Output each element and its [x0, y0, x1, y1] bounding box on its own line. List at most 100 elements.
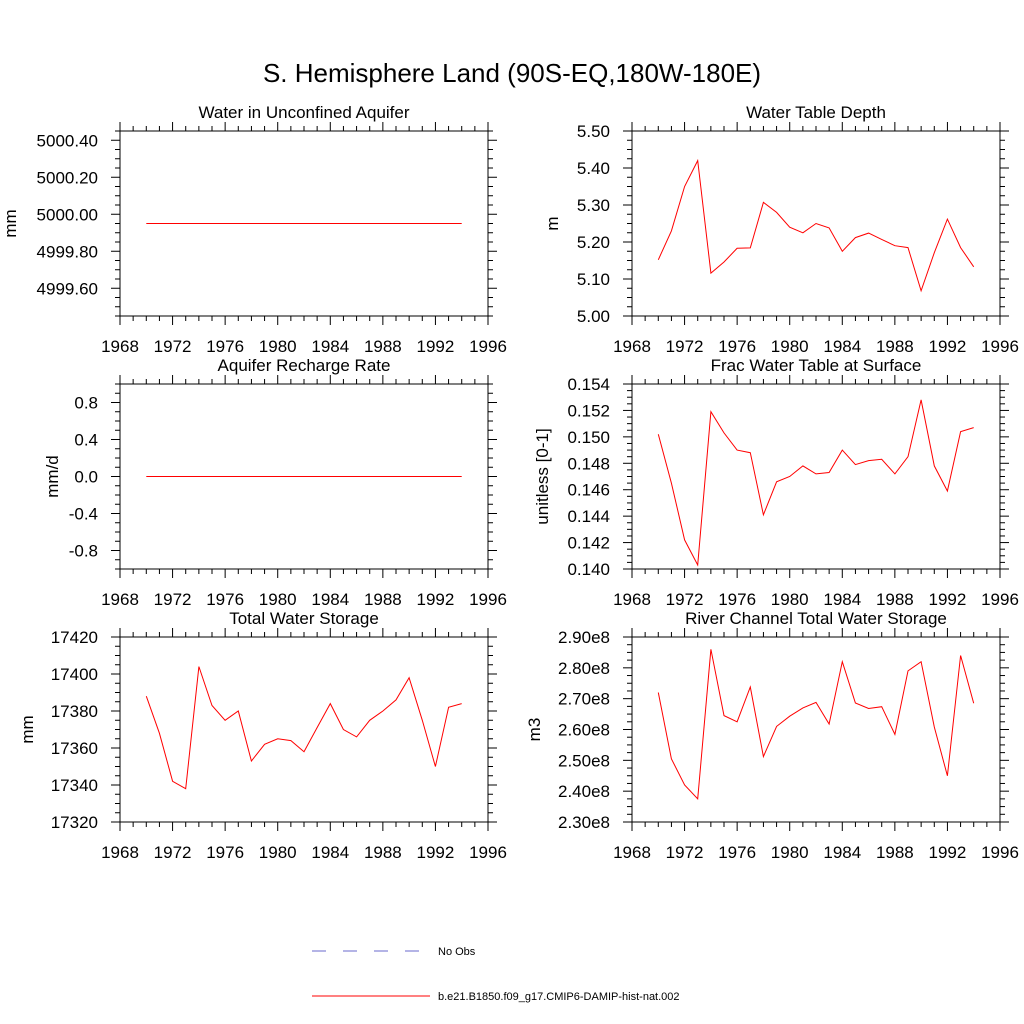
x-tick-label: 1996 — [469, 843, 507, 862]
x-tick-label: 1980 — [771, 843, 809, 862]
chart-panel-3: 1968 1972 1976 1980 1984 1988 1992 1996 -0.8 -0.4… — [43, 356, 507, 609]
series-line — [657, 158, 975, 293]
plot-frame — [631, 636, 1001, 823]
x-tick-label: 1984 — [311, 590, 349, 609]
y-tick-label: 2.70e8 — [558, 690, 610, 709]
y-tick-label: -0.4 — [69, 505, 98, 524]
y-axis-label: mm — [1, 209, 20, 237]
x-tick-label: 1972 — [666, 337, 704, 356]
series-line — [145, 666, 462, 790]
x-tick-label: 1972 — [666, 590, 704, 609]
y-tick-label: 5.50 — [577, 122, 610, 141]
x-tick-label: 1976 — [718, 843, 756, 862]
y-axis-label: unitless [0-1] — [533, 428, 552, 524]
y-tick-label: 0.154 — [567, 375, 610, 394]
x-tick-label: 1992 — [417, 590, 455, 609]
y-tick-label: 17400 — [51, 665, 98, 684]
x-tick-label: 1996 — [981, 337, 1019, 356]
x-tick-label: 1988 — [876, 843, 914, 862]
plot-frame — [631, 383, 1001, 570]
series-line — [657, 649, 975, 801]
x-tick-label: 1980 — [771, 337, 809, 356]
y-tick-label: 4999.60 — [37, 279, 98, 298]
x-tick-label: 1996 — [469, 590, 507, 609]
panel-title: River Channel Total Water Storage — [685, 609, 947, 628]
y-tick-label: 0.8 — [74, 394, 98, 413]
x-tick-label: 1996 — [981, 843, 1019, 862]
x-tick-label: 1988 — [876, 337, 914, 356]
y-tick-label: 0.0 — [74, 468, 98, 487]
x-tick-label: 1992 — [929, 337, 967, 356]
y-tick-label: 17360 — [51, 739, 98, 758]
panel-title: Water Table Depth — [746, 103, 886, 122]
series-line — [657, 399, 974, 567]
panel-title: Aquifer Recharge Rate — [218, 356, 391, 375]
x-tick-label: 1972 — [154, 590, 192, 609]
x-tick-label: 1988 — [364, 590, 402, 609]
y-tick-label: 0.152 — [567, 401, 610, 420]
y-tick-label: 0.148 — [567, 454, 610, 473]
x-tick-label: 1984 — [311, 843, 349, 862]
plot-frame — [119, 636, 489, 823]
x-tick-label: 1988 — [364, 843, 402, 862]
x-tick-label: 1972 — [154, 337, 192, 356]
x-tick-label: 1968 — [613, 843, 651, 862]
y-axis-label: m3 — [525, 718, 544, 742]
y-tick-label: 17340 — [51, 776, 98, 795]
y-tick-label: 0.140 — [567, 560, 610, 579]
legend: No Obs b.e21.B1850.f09_g17.CMIP6-DAMIP-hi… — [312, 946, 680, 1003]
x-tick-label: 1976 — [206, 843, 244, 862]
y-tick-label: 2.90e8 — [558, 628, 610, 647]
y-tick-label: 0.150 — [567, 428, 610, 447]
x-tick-label: 1968 — [101, 337, 139, 356]
x-tick-label: 1976 — [206, 337, 244, 356]
y-tick-label: 5.30 — [577, 196, 610, 215]
x-tick-label: 1984 — [311, 337, 349, 356]
panel-title: Water in Unconfined Aquifer — [198, 103, 409, 122]
y-tick-label: 17380 — [51, 702, 98, 721]
y-tick-label: -0.8 — [69, 542, 98, 561]
x-tick-label: 1976 — [718, 590, 756, 609]
x-tick-label: 1980 — [771, 590, 809, 609]
chart-panel-4: 1968 1972 1976 1980 1984 1988 1992 1996 0.140 0.1… — [533, 356, 1019, 609]
y-tick-label: 17320 — [51, 813, 98, 832]
x-tick-label: 1992 — [417, 337, 455, 356]
x-tick-label: 1980 — [259, 337, 297, 356]
chart-panel-5: 1968 1972 1976 1980 1984 1988 1992 1996 17320 173… — [18, 609, 507, 862]
x-tick-label: 1968 — [101, 590, 139, 609]
x-tick-label: 1980 — [259, 590, 297, 609]
y-axis-label: m — [543, 216, 562, 230]
panels: 1968 1972 1976 1980 1984 1988 1992 1996 4999.60 4… — [1, 103, 1019, 862]
y-tick-label: 4999.80 — [37, 242, 98, 261]
chart-panel-2: 1968 1972 1976 1980 1984 1988 1992 1996 5.00 5.10… — [543, 103, 1019, 356]
y-tick-label: 0.4 — [74, 431, 98, 450]
y-tick-label: 5000.00 — [37, 205, 98, 224]
x-tick-label: 1980 — [259, 843, 297, 862]
y-tick-label: 0.146 — [567, 481, 610, 500]
legend-label: No Obs — [438, 946, 476, 958]
x-tick-label: 1988 — [364, 337, 402, 356]
x-tick-label: 1972 — [666, 843, 704, 862]
y-tick-label: 5.20 — [577, 233, 610, 252]
y-axis-label: mm — [18, 715, 37, 743]
x-tick-label: 1976 — [206, 590, 244, 609]
x-tick-label: 1996 — [981, 590, 1019, 609]
x-tick-label: 1976 — [718, 337, 756, 356]
x-tick-label: 1968 — [613, 590, 651, 609]
x-tick-label: 1972 — [154, 843, 192, 862]
x-tick-label: 1992 — [417, 843, 455, 862]
y-tick-label: 5000.20 — [37, 168, 98, 187]
x-tick-label: 1984 — [823, 590, 861, 609]
y-tick-label: 0.144 — [567, 507, 610, 526]
y-tick-label: 2.80e8 — [558, 659, 610, 678]
x-tick-label: 1984 — [823, 843, 861, 862]
panel-title: Total Water Storage — [229, 609, 379, 628]
chart-panel-6: 1968 1972 1976 1980 1984 1988 1992 1996 2.30e8 2.… — [525, 609, 1019, 862]
y-tick-label: 2.60e8 — [558, 721, 610, 740]
y-axis-label: mm/d — [43, 455, 62, 498]
y-tick-label: 5.10 — [577, 270, 610, 289]
x-tick-label: 1992 — [929, 843, 967, 862]
y-tick-label: 5.00 — [577, 307, 610, 326]
x-tick-label: 1968 — [101, 843, 139, 862]
